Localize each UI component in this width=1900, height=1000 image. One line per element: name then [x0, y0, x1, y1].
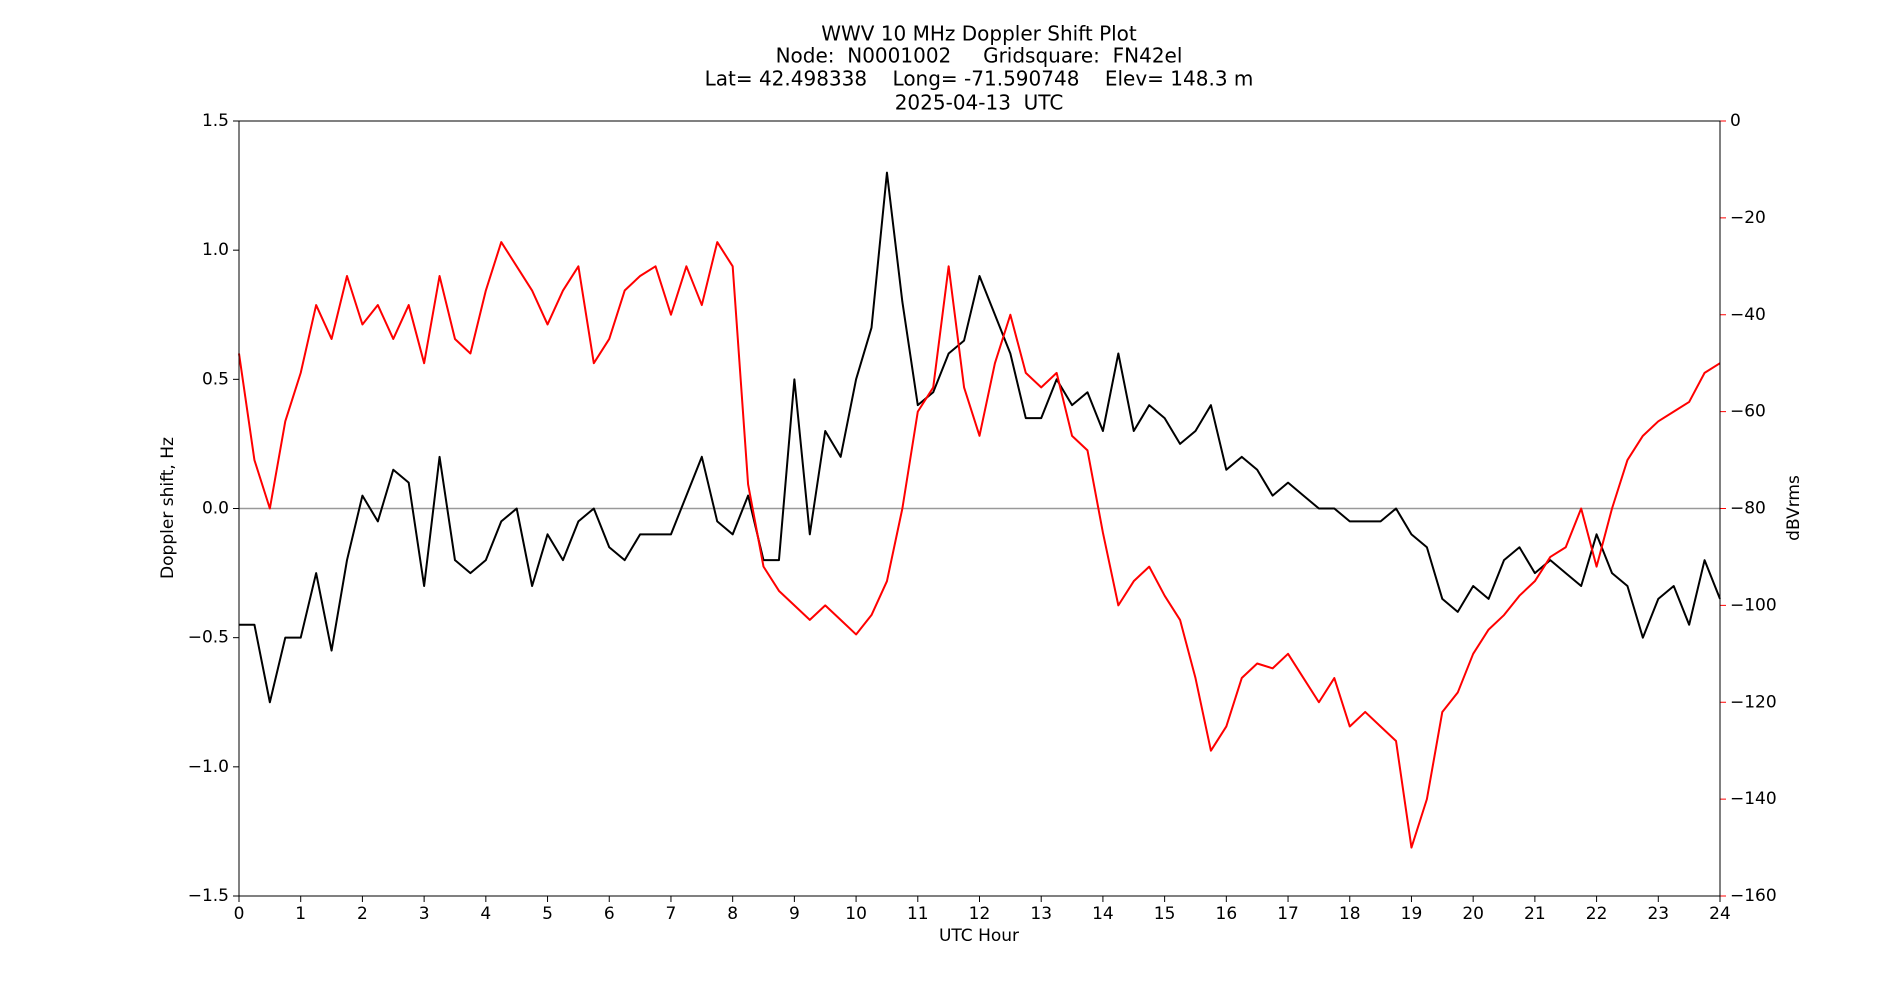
chart-title: WWV 10 MHz Doppler Shift Plot	[821, 22, 1137, 46]
y2-tick-label: −80	[1730, 499, 1766, 519]
x-tick-label: 18	[1339, 904, 1361, 924]
x-tick-label: 1	[295, 904, 306, 924]
y2-tick-label: −140	[1730, 789, 1777, 809]
y-tick-label: −0.5	[188, 628, 229, 648]
x-tick-label: 10	[845, 904, 867, 924]
data-line	[238, 241, 1721, 849]
chart-subtitle: Lat= 42.498338 Long= -71.590748 Elev= 14…	[705, 67, 1254, 91]
x-axis-label: UTC Hour	[939, 926, 1019, 946]
x-tick-label: 21	[1524, 904, 1546, 924]
x-tick-label: 6	[604, 904, 615, 924]
x-tick-label: 22	[1586, 904, 1608, 924]
x-tick-label: 5	[542, 904, 553, 924]
x-tick-label: 4	[480, 904, 491, 924]
chart-subtitle: 2025-04-13 UTC	[895, 91, 1064, 115]
y-tick-label: 0.5	[202, 369, 229, 389]
y-axis-label: Doppler shift, Hz	[158, 437, 178, 579]
x-tick-label: 16	[1216, 904, 1238, 924]
y-tick-label: 1.5	[202, 111, 229, 131]
x-tick-label: 14	[1092, 904, 1114, 924]
y-tick-label: 1.0	[202, 240, 229, 260]
y2-tick-label: −120	[1730, 692, 1777, 712]
x-tick-label: 19	[1401, 904, 1423, 924]
chart-subtitle: Node: N0001002 Gridsquare: FN42el	[776, 44, 1183, 68]
x-tick-label: 15	[1154, 904, 1176, 924]
x-tick-label: 17	[1277, 904, 1299, 924]
plot-frame	[238, 120, 1721, 897]
x-tick-label: 3	[419, 904, 430, 924]
y-tick-label: 0.0	[202, 499, 229, 519]
y2-tick-label: 0	[1730, 111, 1741, 131]
y2-tick-label: −100	[1730, 595, 1777, 615]
x-tick-label: 8	[727, 904, 738, 924]
x-tick-label: 2	[357, 904, 368, 924]
x-tick-label: 11	[907, 904, 929, 924]
y2-axis-label: dBVrms	[1784, 475, 1804, 541]
x-tick-label: 7	[666, 904, 677, 924]
y-tick-label: −1.5	[188, 886, 229, 906]
y2-tick-label: −20	[1730, 208, 1766, 228]
data-line	[239, 171, 1721, 704]
y2-tick-label: −60	[1730, 402, 1766, 422]
y-tick-label: −1.0	[188, 757, 229, 777]
x-tick-label: 13	[1030, 904, 1052, 924]
x-tick-label: 12	[969, 904, 991, 924]
y2-tick-label: −40	[1730, 305, 1766, 325]
x-tick-label: 0	[234, 904, 245, 924]
x-tick-label: 24	[1709, 904, 1731, 924]
y2-tick-label: −160	[1730, 886, 1777, 906]
x-tick-label: 23	[1647, 904, 1669, 924]
x-tick-label: 9	[789, 904, 800, 924]
x-tick-label: 20	[1462, 904, 1484, 924]
